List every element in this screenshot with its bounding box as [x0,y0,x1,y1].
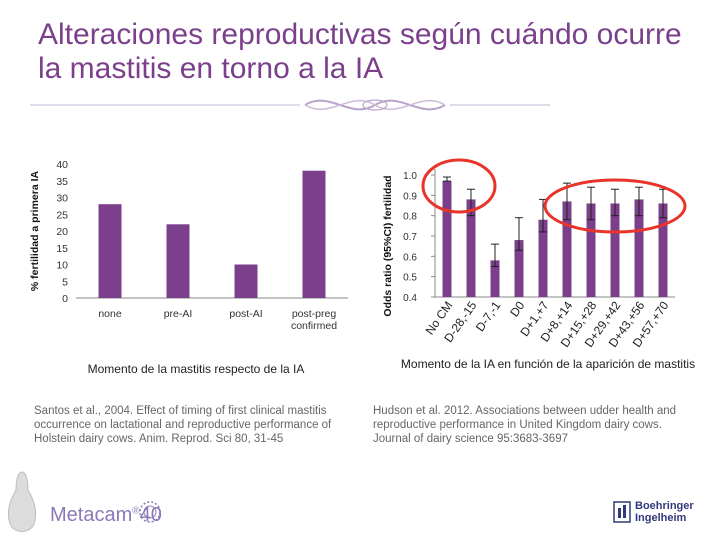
y-tick-label: 0 [62,293,68,305]
y-tick-label: 5 [62,276,68,288]
y-tick-label: 25 [56,209,68,221]
highlight-ellipse-left [421,158,497,214]
x-tick-label: post-preg [292,308,337,320]
x-axis-label: Momento de la IA en función de la aparic… [401,357,695,371]
bar [610,203,620,297]
bar [586,203,596,297]
x-tick-label: none [98,308,122,320]
x-tick-label: D-7,-1 [473,298,504,334]
x-tick-label: post-AI [229,308,262,320]
brand-name: Metacam [50,504,133,526]
y-tick-label: 10 [56,260,68,272]
bar [490,260,500,297]
y-tick-label: 1.0 [403,171,417,182]
bar [234,264,258,298]
y-tick-label: 0.7 [403,232,417,243]
y-tick-label: 0.4 [403,293,417,304]
bar [562,201,572,297]
bar [166,224,190,298]
y-tick-label: 0.8 [403,212,417,223]
bar [302,170,326,298]
y-tick-label: 0.9 [403,191,417,202]
bar [442,181,452,297]
citation-right: Hudson et al. 2012. Associations between… [373,405,677,445]
bar [538,219,548,297]
left-bar-chart: 0 5 10 15 20 25 30 35 40 % fertilidad a primera I… [29,159,348,376]
y-axis-label: Odds ratio (95%CI) fertilidad [383,175,394,316]
y-tick-label: 0.6 [403,252,417,263]
slide-title: Alteraciones reproductivas según cuándo … [38,18,682,85]
bar [634,199,644,297]
bar [514,240,524,297]
y-tick-label: 20 [56,226,68,238]
bar [466,199,476,297]
x-tick-label: pre-AI [164,308,193,320]
x-tick-label: D0 [507,298,527,319]
company-name: Boehringer Ingelheim [635,500,694,524]
x-axis-label: Momento de la mastitis respecto de la IA [88,362,305,376]
y-tick-label: 15 [56,243,68,255]
y-tick-label: 0.5 [403,273,417,284]
y-tick-label: 30 [56,193,68,205]
pear-logo-icon [7,471,37,532]
y-tick-label: 40 [56,159,68,171]
y-axis-label: % fertilidad a primera IA [29,170,41,291]
x-tick-label: confirmed [291,320,337,332]
highlight-ellipse-right [543,178,687,234]
ornamental-divider [30,99,550,111]
y-tick-label: 35 [56,176,68,188]
bar [98,204,122,298]
company-logo-icon [613,501,631,523]
anniversary-badge-icon [139,501,161,523]
bar [658,203,668,297]
citation-left: Santos et al., 2004. Effect of timing of… [34,405,332,445]
right-bar-chart: 0.4 0.5 0.6 0.7 0.8 0.9 1.0 Odds ratio (95%CI) … [383,158,695,371]
